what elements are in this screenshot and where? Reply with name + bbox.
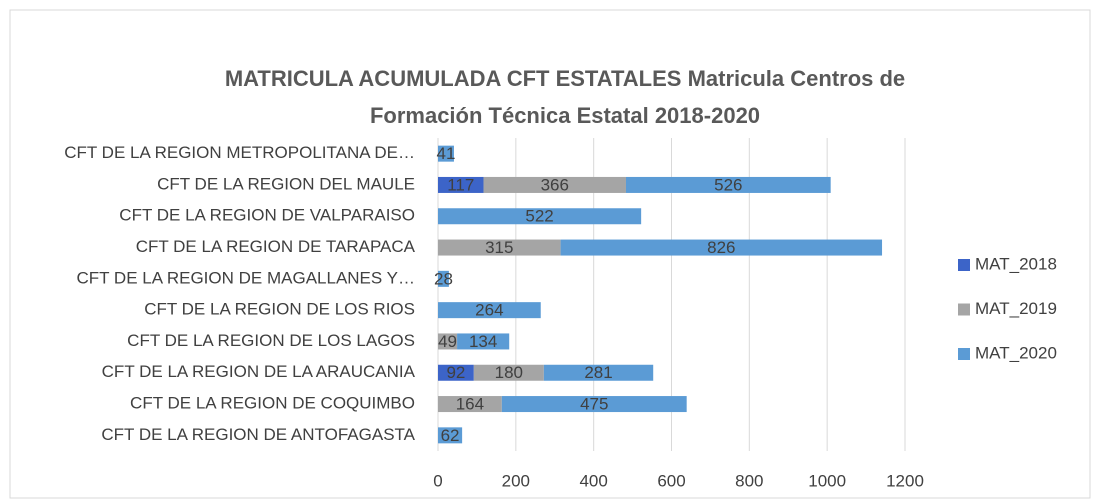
data-label: 264 <box>475 301 503 320</box>
y-tick-label: CFT DE LA REGION DE ANTOFAGASTA <box>101 425 415 444</box>
bar-segment <box>438 396 502 413</box>
x-tick-label: 400 <box>579 471 607 490</box>
chart-title: MATRICULA ACUMULADA CFT ESTATALES Matric… <box>224 66 906 128</box>
data-label: 41 <box>437 144 456 163</box>
y-tick-label: CFT DE LA REGION METROPOLITANA DE… <box>64 143 415 162</box>
data-label: 49 <box>438 332 457 351</box>
data-label: 117 <box>447 175 474 194</box>
bar-segment <box>560 239 883 256</box>
x-tick-label: 1200 <box>886 471 924 490</box>
legend-label: MAT_2020 <box>975 343 1057 362</box>
chart-border <box>9 9 1091 499</box>
bar-segment <box>501 396 687 413</box>
bar-segment <box>625 176 831 193</box>
bar-segment <box>438 270 449 287</box>
y-tick-label: CFT DE LA REGION DE VALPARAISO <box>119 206 415 225</box>
x-tick-label: 1000 <box>808 471 846 490</box>
legend-swatch <box>958 348 970 360</box>
legend-label: MAT_2019 <box>975 299 1057 318</box>
data-label: 475 <box>580 395 608 414</box>
bar-segment <box>457 333 510 350</box>
data-label: 522 <box>525 207 553 226</box>
legend-swatch <box>958 303 970 316</box>
bar-segment <box>473 364 544 381</box>
y-tick-label: CFT DE LA REGION DE LOS LAGOS <box>127 331 415 350</box>
x-tick-label: 0 <box>433 471 442 490</box>
data-label: 366 <box>541 175 569 194</box>
x-tick-label: 600 <box>657 471 685 490</box>
bar-segment <box>438 302 541 319</box>
data-label: 134 <box>469 332 497 351</box>
data-label: 315 <box>485 238 513 257</box>
data-label: 526 <box>714 175 742 194</box>
y-tick-label: CFT DE LA REGION DE MAGALLANES Y… <box>76 268 415 287</box>
bar-segment <box>438 427 463 444</box>
y-tick-label: CFT DE LA REGION DE LOS RIOS <box>144 300 415 319</box>
y-tick-label: CFT DE LA REGION DE LA ARAUCANIA <box>102 362 416 381</box>
bar-segment <box>438 239 561 256</box>
bar-segment <box>543 364 654 381</box>
bar-segment <box>438 333 458 350</box>
legend-label: MAT_2018 <box>975 254 1057 273</box>
x-tick-label: 200 <box>502 471 530 490</box>
bar-segment <box>483 176 626 193</box>
y-tick-label: CFT DE LA REGION DE COQUIMBO <box>130 394 415 413</box>
y-tick-label: CFT DE LA REGION DE TARAPACA <box>136 237 416 256</box>
data-label: 180 <box>495 363 523 382</box>
data-label: 28 <box>434 269 453 288</box>
bar-segment <box>438 176 484 193</box>
data-label: 92 <box>446 363 465 382</box>
data-label: 826 <box>707 238 735 257</box>
data-label: 164 <box>456 395 484 414</box>
bar-segment <box>438 208 642 225</box>
data-label: 281 <box>584 363 612 382</box>
x-tick-label: 800 <box>735 471 763 490</box>
data-label: 62 <box>441 426 460 445</box>
bar-segment <box>438 364 474 381</box>
bar-segment <box>438 145 454 162</box>
y-tick-label: CFT DE LA REGION DEL MAULE <box>157 174 415 193</box>
legend-swatch <box>958 259 970 271</box>
